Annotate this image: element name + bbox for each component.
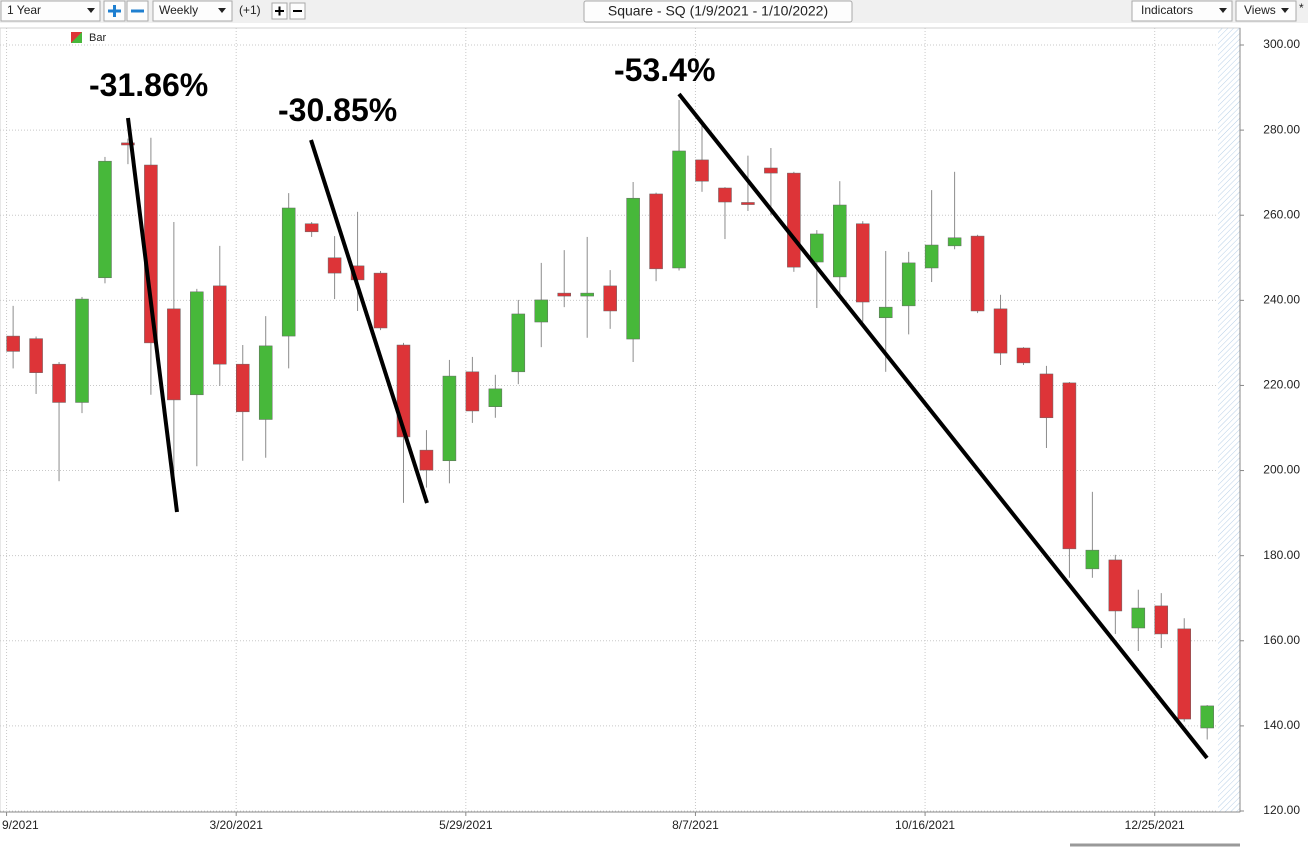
candle-body (1062, 382, 1077, 550)
candle-body (373, 272, 388, 329)
annotation: -53.4% (614, 52, 715, 88)
legend-label: Bar (89, 32, 106, 44)
title-box (583, 0, 853, 23)
candle-body (557, 292, 571, 297)
y-tick-label: 280.00 (1263, 122, 1300, 136)
candle-body (534, 299, 549, 323)
y-tick-label: 300.00 (1263, 37, 1300, 51)
dropdown-arrow (87, 8, 95, 13)
candle-body (970, 235, 985, 312)
candle-body (878, 306, 893, 319)
indicators-dropdown[interactable] (1131, 0, 1233, 22)
legend-icon-up (71, 32, 82, 43)
candle-body (856, 223, 870, 303)
trend-lines (126, 92, 1209, 760)
interval-dropdown[interactable] (152, 0, 233, 22)
candle-body (695, 159, 709, 182)
candle-body (1154, 605, 1169, 635)
candle-body (98, 160, 112, 279)
candle-body (787, 172, 801, 268)
interval-label: Weekly (159, 3, 198, 17)
candle-body (29, 338, 43, 373)
x-tick-label: 12/25/2021 (1125, 818, 1185, 832)
plot-frame (0, 27, 1241, 813)
period-dropdown[interactable] (0, 0, 101, 22)
annotation: -31.86% (89, 67, 208, 103)
y-tick-label: 140.00 (1263, 718, 1300, 732)
candle-body (947, 237, 962, 247)
x-tick-label: 9/2021 (2, 818, 39, 832)
candle-body (167, 308, 181, 401)
candle-body (603, 285, 617, 312)
candle-body (901, 262, 916, 307)
future-region (1218, 28, 1240, 812)
candle-body (833, 204, 847, 278)
y-tick-label: 120.00 (1263, 803, 1300, 817)
views-star: * (1299, 1, 1304, 15)
candle-body (511, 313, 526, 373)
y-tick-label: 220.00 (1263, 378, 1300, 392)
candle-body (1200, 705, 1214, 729)
dropdown-arrow (1281, 8, 1289, 13)
candle-body (465, 371, 480, 412)
candle-body (442, 375, 457, 462)
x-tick-label: 8/7/2021 (672, 818, 719, 832)
candle-body (1039, 373, 1054, 419)
candle-body (258, 345, 273, 420)
candle-body (488, 388, 503, 407)
candle-body (1108, 559, 1123, 612)
candle-body (626, 197, 640, 340)
candle-body (1016, 347, 1031, 364)
x-tick-label: 10/16/2021 (895, 818, 955, 832)
y-tick-label: 200.00 (1263, 463, 1300, 477)
candle-body (236, 363, 250, 413)
offset-label: (+1) (239, 3, 261, 17)
candle-body (327, 257, 342, 274)
y-tick-label: 160.00 (1263, 633, 1300, 647)
annotation: -30.85% (278, 92, 397, 128)
candle-body (121, 142, 135, 146)
candle-body (213, 285, 227, 365)
views-dropdown[interactable] (1235, 0, 1297, 22)
candle-body (1177, 628, 1191, 720)
candle-body (764, 167, 778, 174)
y-tick-label: 260.00 (1263, 207, 1300, 221)
plus-icon (108, 5, 121, 17)
candle-body (580, 292, 594, 297)
x-tick-label: 3/20/2021 (209, 818, 263, 832)
y-tick-label: 180.00 (1263, 548, 1300, 562)
candle-body (75, 298, 89, 403)
candle-body (1131, 607, 1146, 629)
chart-title: Square - SQ (1/9/2021 - 1/10/2022) (608, 3, 828, 19)
trend-line (309, 139, 429, 504)
candle-body (649, 193, 663, 270)
candle-body (419, 449, 434, 471)
plot (0, 28, 1218, 812)
trend-line (677, 92, 1209, 760)
candle-body (190, 291, 204, 396)
candle-body (6, 335, 20, 352)
candle-body (924, 244, 939, 269)
x-tick-label: 5/29/2021 (439, 818, 493, 832)
candle-body (52, 363, 66, 403)
trend-line (126, 117, 179, 513)
candle-body (741, 202, 755, 205)
period-label: 1 Year (7, 3, 41, 17)
candle-body (281, 207, 296, 337)
plus-icon (275, 6, 284, 16)
candle-body (672, 150, 686, 269)
y-tick-label: 240.00 (1263, 293, 1300, 307)
views-label: Views (1244, 3, 1276, 17)
candle-body (810, 233, 824, 263)
dropdown-arrow (1219, 8, 1227, 13)
candle-body (304, 223, 319, 233)
candle-body (1085, 549, 1100, 570)
candle-body (718, 187, 732, 203)
indicators-label: Indicators (1141, 3, 1193, 17)
dropdown-arrow (218, 8, 226, 13)
candle-body (993, 308, 1008, 354)
